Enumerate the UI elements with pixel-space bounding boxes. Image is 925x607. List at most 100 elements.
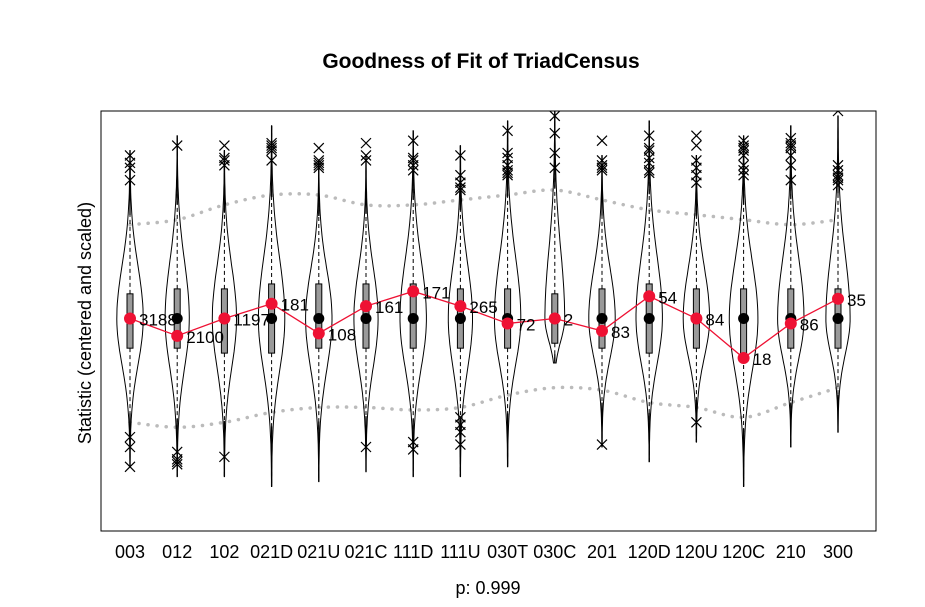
x-tick-300: 300 — [823, 542, 853, 562]
observed-label-120U: 84 — [705, 311, 724, 330]
violin-021D — [257, 125, 286, 487]
observed-point-120C — [737, 352, 750, 365]
outlier-mark — [832, 111, 844, 117]
violin-102 — [211, 140, 238, 478]
x-tick-120U: 120U — [675, 542, 718, 562]
band-lower-line — [128, 385, 840, 429]
x-tick-021U: 021U — [297, 542, 340, 562]
observed-label-210: 86 — [800, 315, 819, 334]
outlier-mark — [738, 140, 750, 152]
violin-outline — [825, 115, 851, 433]
observed-label-120C: 18 — [753, 350, 772, 369]
outlier-mark — [832, 164, 844, 176]
plot-frame — [100, 110, 877, 532]
x-tick-111D: 111D — [393, 542, 433, 562]
outlier-mark — [313, 142, 325, 154]
violin-021C — [353, 137, 379, 473]
outlier-mark — [738, 142, 750, 154]
observed-point-030C — [548, 312, 561, 325]
outlier-mark — [171, 453, 183, 465]
outlier-mark — [502, 125, 514, 137]
outlier-mark — [407, 154, 419, 166]
outlier-mark — [171, 458, 183, 470]
outlier-mark — [454, 150, 466, 161]
violin-111U — [447, 145, 473, 478]
outlier-mark — [124, 174, 136, 186]
violin-021U — [305, 142, 333, 483]
outlier-mark — [124, 431, 136, 443]
outlier-mark — [360, 154, 372, 166]
outlier-mark — [171, 140, 183, 152]
observed-point-201 — [596, 324, 608, 337]
outlier-mark — [690, 130, 702, 142]
x-axis-label: p: 0.999 — [455, 578, 520, 598]
x-tick-030T: 030T — [487, 542, 528, 562]
outlier-mark — [454, 439, 466, 450]
violin-201 — [588, 135, 616, 450]
outlier-mark — [171, 456, 183, 468]
observed-point-021U — [312, 327, 325, 340]
observed-label-111U: 265 — [469, 298, 497, 317]
x-tick-003: 003 — [115, 542, 145, 562]
outlier-mark — [549, 127, 561, 139]
outlier-mark — [832, 179, 844, 191]
violin-outline — [777, 125, 805, 448]
x-tick-030C: 030C — [533, 542, 576, 562]
violin-outline — [116, 150, 144, 468]
observed-points: 3188 2100 1197 181 108 161 171 265 72 2 83 54 84 18 86… — [124, 283, 866, 369]
reference-bands — [128, 188, 840, 429]
median-point — [171, 313, 183, 325]
outlier-mark — [738, 145, 750, 156]
outlier-mark — [360, 137, 372, 149]
outlier-mark — [596, 159, 608, 171]
outlier-mark — [643, 164, 655, 176]
outlier-mark — [407, 135, 419, 147]
x-tick-210: 210 — [776, 542, 806, 562]
outlier-mark — [643, 142, 655, 154]
observed-point-111D — [407, 285, 420, 298]
violin-outline — [257, 125, 286, 487]
observed-point-300 — [832, 292, 844, 305]
outlier-mark — [124, 157, 136, 169]
observed-point-012 — [171, 329, 184, 342]
observed-point-003 — [124, 312, 136, 325]
outlier-mark — [785, 150, 797, 161]
observed-label-201: 83 — [611, 323, 630, 342]
violin-300 — [825, 111, 851, 433]
violin-210 — [777, 125, 805, 448]
outlier-mark — [124, 461, 136, 473]
outlier-mark — [596, 439, 608, 450]
violin-outline — [211, 150, 238, 478]
outlier-mark — [549, 162, 561, 174]
outlier-mark — [832, 159, 844, 171]
outlier-mark — [407, 164, 419, 176]
x-tick-111U: 111U — [440, 542, 480, 562]
observed-point-210 — [784, 317, 797, 330]
violin-120U — [682, 130, 711, 443]
outlier-mark — [502, 167, 514, 179]
outlier-mark — [266, 142, 278, 154]
observed-label-111D: 171 — [422, 283, 450, 302]
outlier-mark — [124, 441, 136, 453]
outlier-mark — [596, 164, 608, 176]
median-point — [360, 313, 372, 325]
outlier-mark — [502, 147, 514, 159]
outlier-mark — [690, 140, 702, 152]
median-point — [738, 313, 750, 325]
violin-012 — [164, 135, 190, 478]
outlier-mark — [266, 140, 278, 152]
observed-line — [129, 290, 839, 359]
observed-point-120U — [690, 312, 703, 325]
observed-label-030C: 2 — [564, 311, 573, 330]
x-tick-120D: 120D — [628, 542, 671, 562]
outlier-mark — [313, 159, 325, 171]
violin-outline — [164, 135, 190, 478]
outlier-mark — [785, 174, 797, 186]
outlier-mark — [832, 174, 844, 186]
outlier-mark — [549, 111, 561, 122]
observed-label-021D: 181 — [281, 296, 309, 315]
observed-point-111U — [454, 300, 467, 313]
x-tick-021D: 021D — [250, 542, 293, 562]
outlier-mark — [785, 140, 797, 152]
